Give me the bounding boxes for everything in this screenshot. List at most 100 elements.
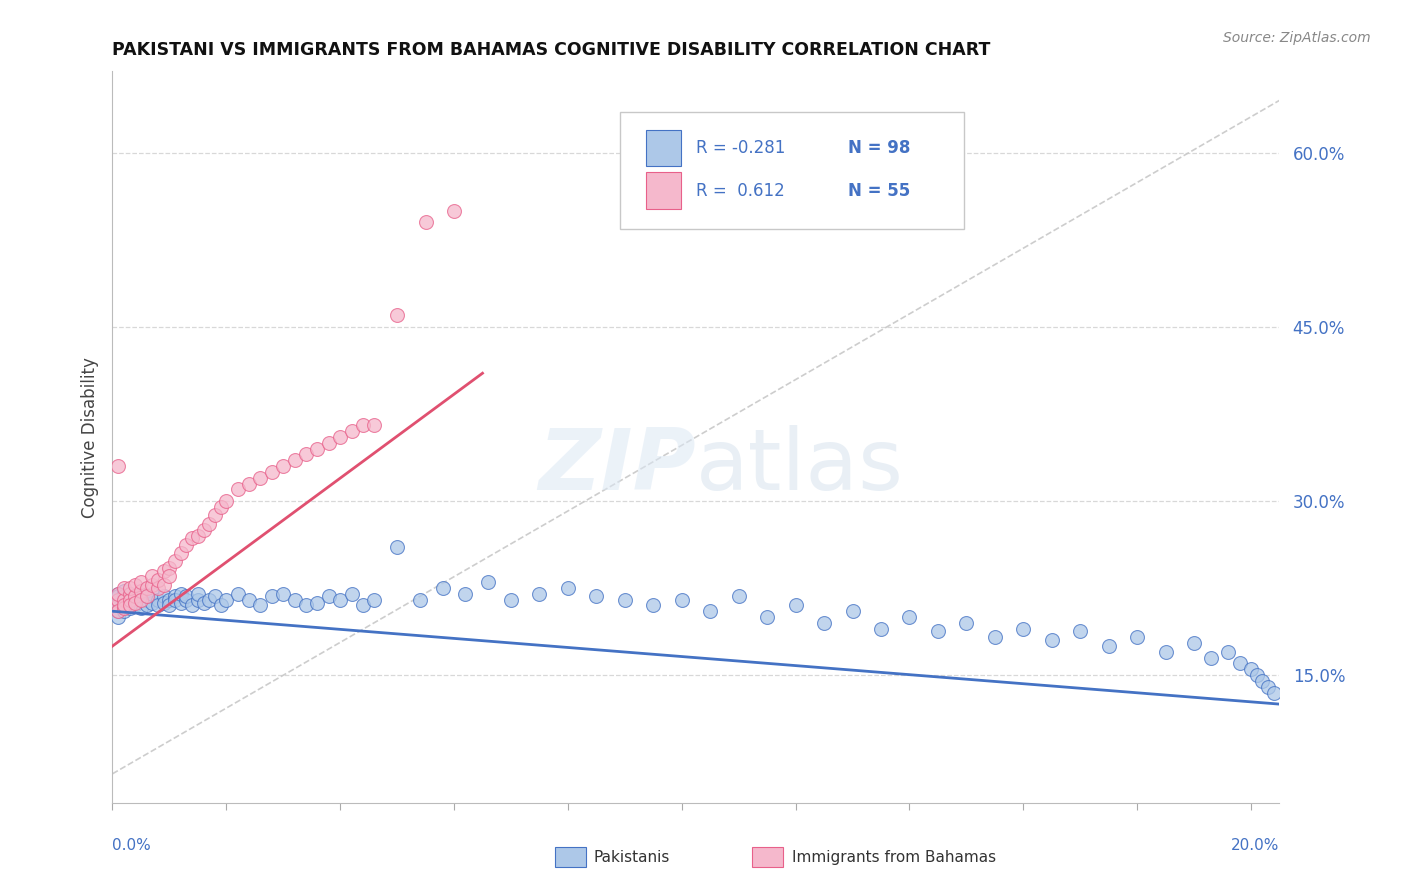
Point <box>1126 630 1149 644</box>
Point <box>107 587 129 601</box>
Point <box>129 592 152 607</box>
Point <box>157 592 180 607</box>
FancyBboxPatch shape <box>645 130 681 167</box>
Point <box>157 599 180 613</box>
Point <box>352 418 374 433</box>
Point <box>124 577 146 591</box>
Point <box>415 215 437 229</box>
Point <box>643 599 665 613</box>
Point <box>198 517 221 532</box>
Point <box>112 584 135 599</box>
Point <box>671 592 693 607</box>
Point <box>409 592 432 607</box>
Point <box>443 203 465 218</box>
Point <box>118 600 141 615</box>
Point <box>499 592 522 607</box>
Point <box>152 589 174 603</box>
Y-axis label: Cognitive Disability: Cognitive Disability <box>80 357 98 517</box>
Point <box>176 538 198 552</box>
Point <box>165 589 187 603</box>
Point <box>193 523 215 537</box>
Point <box>135 589 157 603</box>
Point <box>146 599 169 613</box>
Point <box>1199 650 1222 665</box>
Point <box>340 424 363 438</box>
Point <box>756 610 779 624</box>
Point <box>1246 668 1268 682</box>
Point <box>841 604 863 618</box>
Point <box>955 615 977 630</box>
Point <box>112 604 135 618</box>
Point <box>124 589 146 603</box>
Point <box>1240 662 1263 676</box>
Point <box>112 592 135 607</box>
Point <box>118 587 141 601</box>
Point <box>152 596 174 610</box>
Text: PAKISTANI VS IMMIGRANTS FROM BAHAMAS COGNITIVE DISABILITY CORRELATION CHART: PAKISTANI VS IMMIGRANTS FROM BAHAMAS COG… <box>112 41 991 59</box>
Point <box>187 587 209 601</box>
Point <box>112 599 135 613</box>
FancyBboxPatch shape <box>645 172 681 209</box>
Point <box>181 599 204 613</box>
Point <box>1229 657 1251 671</box>
Text: N = 55: N = 55 <box>848 182 910 200</box>
Point <box>329 592 352 607</box>
Text: N = 98: N = 98 <box>848 139 910 157</box>
Point <box>112 581 135 595</box>
Point <box>898 610 921 624</box>
Point <box>118 592 141 607</box>
Point <box>124 599 146 613</box>
Point <box>204 508 226 522</box>
Point <box>135 581 157 595</box>
Point <box>107 592 129 607</box>
Point <box>260 465 283 479</box>
Point <box>107 459 129 474</box>
Point <box>129 592 152 607</box>
Point <box>124 589 146 603</box>
Point <box>112 596 135 610</box>
Point <box>118 581 141 595</box>
Point <box>1263 685 1285 699</box>
Point <box>198 592 221 607</box>
Point <box>170 596 193 610</box>
Point <box>152 564 174 578</box>
Point <box>1069 624 1091 638</box>
Point <box>107 604 129 618</box>
Point <box>135 599 157 613</box>
Point <box>141 577 163 591</box>
Point <box>112 592 135 607</box>
Point <box>984 630 1007 644</box>
Point <box>1182 635 1205 649</box>
Point <box>238 476 260 491</box>
Point <box>329 430 352 444</box>
Point <box>318 436 340 450</box>
Point <box>209 500 232 514</box>
Point <box>557 581 579 595</box>
Point <box>209 599 232 613</box>
Point <box>152 577 174 591</box>
Point <box>146 592 169 607</box>
Point <box>699 604 721 618</box>
Point <box>141 596 163 610</box>
Point <box>385 308 408 322</box>
Point <box>118 599 141 613</box>
Point <box>529 587 551 601</box>
Point <box>295 448 318 462</box>
Point <box>141 587 163 601</box>
Point <box>107 610 129 624</box>
Point <box>157 569 180 583</box>
Text: Immigrants from Bahamas: Immigrants from Bahamas <box>792 850 995 864</box>
Point <box>187 529 209 543</box>
Point <box>215 494 238 508</box>
Point <box>107 599 129 613</box>
Point <box>112 600 135 615</box>
Point <box>129 584 152 599</box>
Point <box>432 581 454 595</box>
Point <box>107 589 129 603</box>
Point <box>181 531 204 545</box>
Point <box>260 589 283 603</box>
Text: Source: ZipAtlas.com: Source: ZipAtlas.com <box>1223 31 1371 45</box>
Text: Pakistanis: Pakistanis <box>593 850 669 864</box>
Point <box>340 587 363 601</box>
Point <box>215 592 238 607</box>
